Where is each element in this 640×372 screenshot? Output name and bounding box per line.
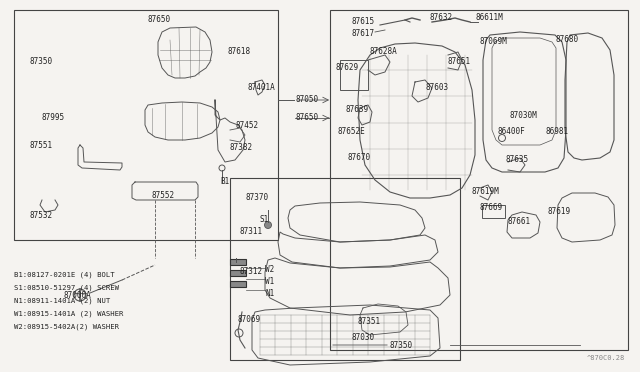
Text: 86400F: 86400F	[498, 128, 525, 137]
Text: 87619M: 87619M	[472, 187, 500, 196]
Circle shape	[264, 221, 271, 228]
Text: 87311: 87311	[240, 228, 263, 237]
Text: W1:08915-1401A (2) WASHER: W1:08915-1401A (2) WASHER	[14, 311, 124, 317]
Text: ^870C0.28: ^870C0.28	[587, 355, 625, 361]
Text: 87030: 87030	[352, 334, 375, 343]
Text: 86981: 86981	[545, 128, 568, 137]
Bar	[230, 178, 460, 360]
Text: B1:08127-0201E (4) BOLT: B1:08127-0201E (4) BOLT	[14, 272, 115, 278]
Text: 86611M: 86611M	[475, 13, 503, 22]
Text: 87618: 87618	[228, 48, 251, 57]
Text: 87603: 87603	[425, 83, 448, 93]
Text: 87995: 87995	[42, 113, 65, 122]
Text: 87619: 87619	[548, 208, 571, 217]
Text: 87670: 87670	[348, 154, 371, 163]
Text: 87639: 87639	[345, 106, 368, 115]
Text: S1:08510-51297 (4) SCREW: S1:08510-51297 (4) SCREW	[14, 285, 119, 291]
Text: 87069: 87069	[237, 315, 260, 324]
Text: 87650: 87650	[148, 16, 171, 25]
Text: 87629: 87629	[335, 64, 358, 73]
Bar	[230, 270, 246, 276]
Text: 87351: 87351	[358, 317, 381, 327]
Text: 87350: 87350	[390, 340, 413, 350]
Text: 87617: 87617	[352, 29, 375, 38]
Bar	[14, 10, 278, 240]
Bar	[230, 281, 246, 287]
Text: 87000A: 87000A	[64, 291, 92, 299]
Text: 87628A: 87628A	[370, 48, 397, 57]
Text: 87552: 87552	[152, 190, 175, 199]
Text: 87661: 87661	[508, 218, 531, 227]
Text: 87350: 87350	[30, 58, 53, 67]
Text: 87532: 87532	[30, 211, 53, 219]
Text: W2: W2	[265, 266, 275, 275]
Text: 87452: 87452	[235, 121, 258, 129]
Bar	[330, 10, 628, 350]
Text: 87615: 87615	[352, 17, 375, 26]
Text: 87069M: 87069M	[480, 38, 508, 46]
Text: 87650: 87650	[296, 113, 319, 122]
Text: 87632: 87632	[430, 13, 453, 22]
Bar	[482, 205, 505, 218]
Text: 87652E: 87652E	[338, 128, 365, 137]
Text: W2:08915-5402A(2) WASHER: W2:08915-5402A(2) WASHER	[14, 324, 119, 330]
Text: B1: B1	[220, 177, 229, 186]
Text: 87050: 87050	[296, 96, 319, 105]
Text: 87401A: 87401A	[248, 83, 276, 93]
Text: 87680: 87680	[556, 35, 579, 45]
Text: 87312: 87312	[240, 267, 263, 276]
Text: 87635: 87635	[505, 155, 528, 164]
Text: 87382: 87382	[230, 144, 253, 153]
Bar	[230, 259, 246, 265]
Text: S1: S1	[260, 215, 269, 224]
Text: 87669: 87669	[480, 203, 503, 212]
Text: W1: W1	[265, 276, 275, 285]
Text: N1:08911-1401A (2) NUT: N1:08911-1401A (2) NUT	[14, 298, 110, 304]
Text: 87551: 87551	[30, 141, 53, 150]
Text: 87030M: 87030M	[510, 110, 538, 119]
Text: 87370: 87370	[245, 192, 268, 202]
Bar	[340, 60, 368, 90]
Text: 87651: 87651	[448, 58, 471, 67]
Text: N1: N1	[265, 289, 275, 298]
